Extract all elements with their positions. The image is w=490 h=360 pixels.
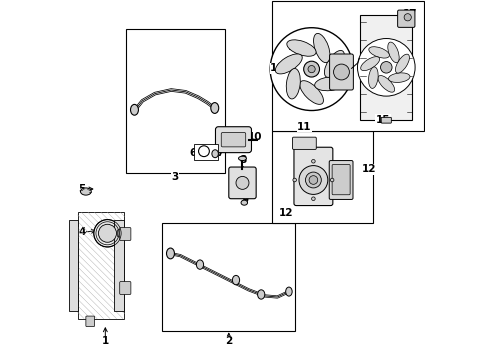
Circle shape — [334, 64, 349, 80]
Bar — [272, 131, 373, 223]
FancyBboxPatch shape — [332, 165, 350, 195]
Text: 13: 13 — [288, 42, 303, 52]
Ellipse shape — [232, 275, 240, 285]
Circle shape — [94, 220, 121, 247]
Ellipse shape — [241, 200, 247, 205]
FancyBboxPatch shape — [86, 316, 95, 327]
Bar — [194, 144, 219, 160]
Ellipse shape — [287, 40, 316, 56]
Circle shape — [304, 61, 319, 77]
Ellipse shape — [286, 68, 300, 99]
Ellipse shape — [258, 290, 265, 299]
Ellipse shape — [211, 103, 219, 113]
Circle shape — [98, 224, 117, 242]
FancyBboxPatch shape — [294, 147, 333, 206]
Ellipse shape — [324, 50, 344, 77]
Ellipse shape — [167, 248, 174, 259]
Ellipse shape — [315, 77, 345, 91]
FancyBboxPatch shape — [120, 282, 131, 294]
FancyBboxPatch shape — [381, 117, 392, 123]
Text: 4: 4 — [78, 227, 86, 237]
FancyBboxPatch shape — [229, 167, 256, 199]
Text: 1: 1 — [102, 336, 109, 346]
Text: 7: 7 — [216, 148, 223, 158]
Circle shape — [312, 159, 315, 163]
FancyBboxPatch shape — [329, 161, 353, 199]
FancyBboxPatch shape — [398, 10, 415, 27]
Ellipse shape — [368, 67, 378, 89]
Circle shape — [358, 39, 415, 96]
Text: 17: 17 — [403, 9, 418, 19]
Circle shape — [305, 172, 321, 188]
Ellipse shape — [196, 260, 204, 269]
FancyBboxPatch shape — [118, 230, 125, 237]
Text: 2: 2 — [225, 336, 232, 346]
Circle shape — [381, 62, 392, 73]
Ellipse shape — [369, 47, 390, 58]
Ellipse shape — [212, 150, 219, 158]
Text: 10: 10 — [248, 132, 262, 142]
FancyBboxPatch shape — [330, 54, 353, 90]
Ellipse shape — [361, 57, 380, 71]
Ellipse shape — [286, 287, 292, 296]
FancyBboxPatch shape — [221, 132, 245, 147]
Ellipse shape — [395, 54, 410, 73]
FancyBboxPatch shape — [216, 127, 251, 153]
Text: 9: 9 — [242, 195, 248, 205]
Circle shape — [330, 178, 334, 182]
Ellipse shape — [314, 33, 330, 63]
Text: 14: 14 — [329, 63, 344, 73]
Ellipse shape — [130, 104, 139, 115]
Text: 15: 15 — [376, 114, 390, 125]
FancyBboxPatch shape — [114, 220, 124, 311]
Text: 11: 11 — [297, 122, 312, 132]
Ellipse shape — [378, 76, 394, 92]
Circle shape — [308, 66, 315, 73]
Bar — [126, 29, 225, 173]
Ellipse shape — [80, 188, 91, 195]
Circle shape — [309, 176, 318, 184]
Ellipse shape — [389, 73, 410, 82]
Ellipse shape — [388, 42, 399, 63]
Ellipse shape — [275, 54, 302, 74]
FancyBboxPatch shape — [69, 220, 78, 311]
Circle shape — [404, 14, 411, 21]
Text: 12: 12 — [279, 208, 294, 218]
Text: 12: 12 — [362, 164, 376, 174]
Circle shape — [299, 166, 328, 194]
Circle shape — [293, 178, 296, 182]
Text: 16: 16 — [270, 63, 285, 73]
Ellipse shape — [239, 156, 246, 161]
Bar — [77, 212, 124, 319]
Ellipse shape — [300, 81, 323, 104]
Bar — [360, 15, 413, 120]
Circle shape — [270, 28, 353, 111]
Text: 6: 6 — [189, 148, 196, 158]
Text: 3: 3 — [171, 172, 178, 182]
Bar — [272, 1, 424, 131]
FancyBboxPatch shape — [293, 137, 316, 149]
Circle shape — [312, 197, 315, 201]
Bar — [162, 223, 295, 331]
FancyBboxPatch shape — [120, 228, 131, 240]
Text: 5: 5 — [79, 184, 86, 194]
Text: 8: 8 — [240, 155, 247, 165]
Circle shape — [236, 176, 249, 189]
